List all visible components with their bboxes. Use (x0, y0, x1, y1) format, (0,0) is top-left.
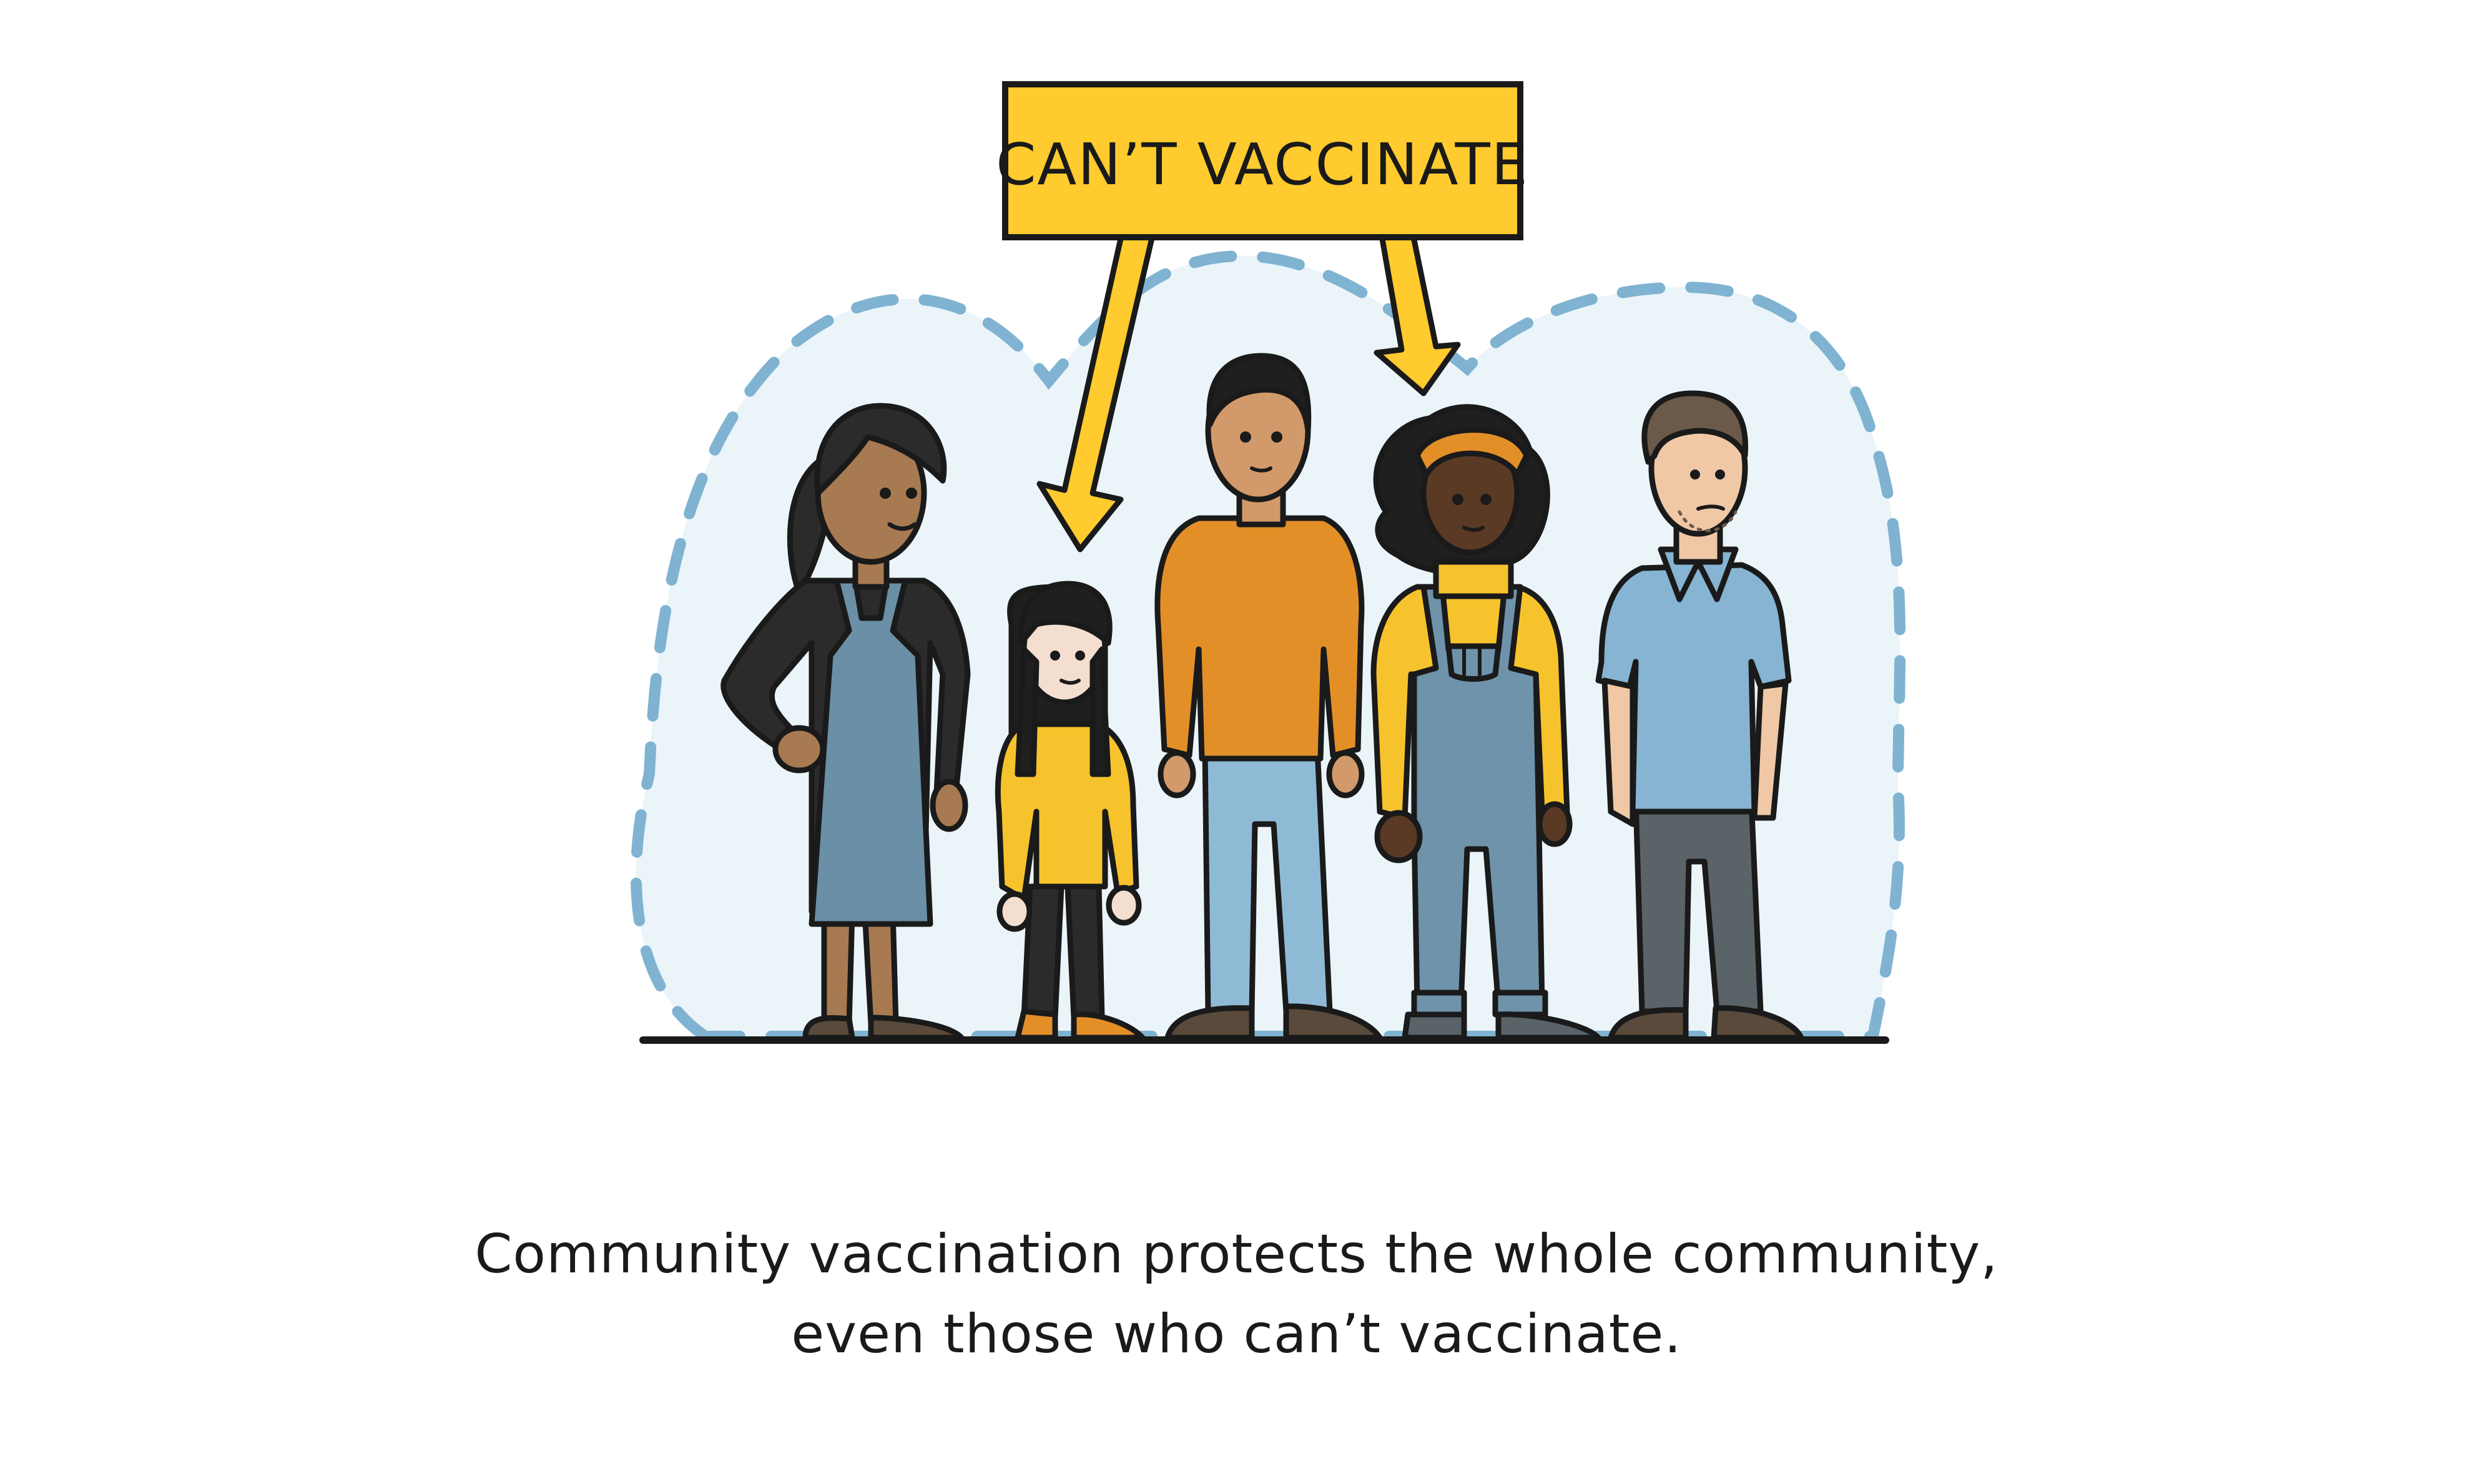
caption-line-1: Community vaccination protects the whole… (474, 1223, 1999, 1285)
cant-vaccinate-label-text: CAN’T VACCINATE (996, 131, 1529, 198)
arrow-left-icon (1036, 222, 1158, 553)
person-girl-yellow-sweater (995, 581, 1146, 1041)
caption-line-2: even those who can’t vaccinate. (791, 1303, 1682, 1365)
person-man-blue-shirt (1595, 390, 1804, 1041)
person-woman-overalls (1370, 404, 1601, 1041)
arrow-right-icon (1374, 222, 1461, 396)
caption: Community vaccination protects the whole… (0, 1214, 2473, 1374)
person-man-orange-sweater (1154, 353, 1383, 1041)
person-woman-apron (720, 403, 971, 1041)
cant-vaccinate-label (1002, 81, 1523, 240)
